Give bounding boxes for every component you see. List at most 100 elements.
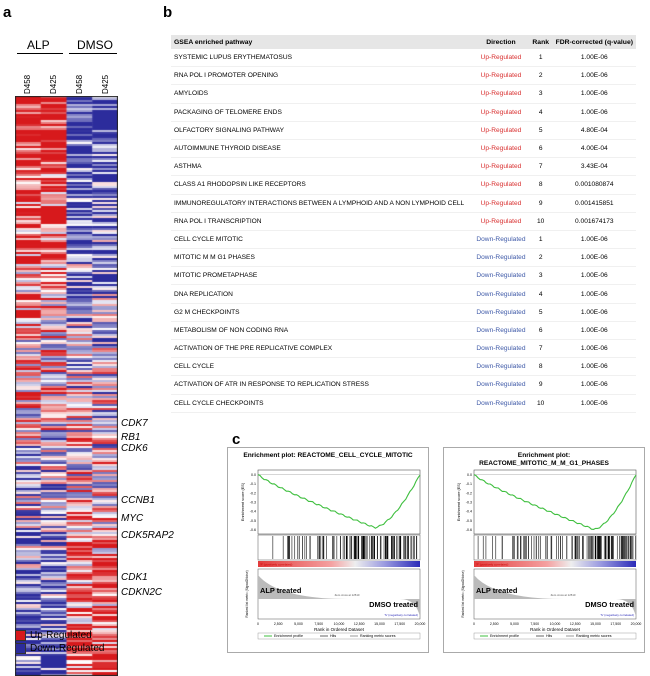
column-label: D425 [101, 74, 110, 94]
x-tick-label: 7,500 [530, 622, 539, 626]
panel-letter-c: c [232, 431, 241, 448]
pathway-cell: MITOTIC PROMETAPHASE [171, 266, 474, 286]
direction-cell: Down-Regulated [473, 248, 529, 268]
direction-cell: Up-Regulated [473, 84, 529, 104]
y-tick-label: -0.3 [466, 501, 472, 505]
negative-correlated-label: 'S' (negatively correlated) [600, 613, 634, 617]
y-axis-label: Enrichment score (ES) [241, 482, 245, 521]
up-swatch [15, 630, 26, 641]
plot-title: Enrichment plot: REACTOME_CELL_CYCLE_MIT… [243, 452, 413, 459]
rank-cell: 5 [528, 303, 553, 322]
qvalue-cell: 1.00E-06 [552, 49, 636, 68]
rank-cell: 3 [528, 84, 553, 104]
pathway-cell: ASTHMA [171, 157, 474, 177]
gene-label-cdk5rap2: CDK5RAP2 [121, 530, 174, 541]
enrichment-plot-svg: Enrichment plot: REACTOME_CELL_CYCLE_MIT… [241, 452, 426, 640]
metric-area [258, 575, 420, 617]
qvalue-cell: 1.00E-06 [552, 321, 636, 341]
rank-cell: 3 [528, 266, 553, 286]
header-pathway: GSEA enriched pathway [171, 35, 474, 49]
positive-correlated-label: 'F' (positively correlated) [260, 563, 292, 567]
x-tick-label: 15,000 [374, 622, 385, 626]
pathway-cell: DNA REPLICATION [171, 284, 474, 304]
y-tick-label: -0.4 [250, 510, 256, 514]
header-qvalue: FDR-corrected (q-value) [552, 35, 636, 49]
direction-cell: Up-Regulated [473, 157, 529, 177]
rank-cell: 4 [528, 103, 553, 122]
qvalue-cell: 0.001674173 [552, 212, 636, 231]
pathway-cell: AUTOIMMUNE THYROID DISEASE [171, 139, 474, 159]
x-tick-label: 20,000 [415, 622, 426, 626]
rank-y-axis-label: Ranked list metric (Signal2Noise) [245, 570, 249, 617]
pathway-cell: SYSTEMIC LUPUS ERYTHEMATOSUS [171, 49, 474, 68]
legend-up-label: Up-Regulated [30, 630, 92, 641]
qvalue-cell: 3.43E-04 [552, 157, 636, 177]
es-frame [473, 469, 637, 535]
y-tick-label: -0.2 [250, 491, 256, 495]
plot-title-line2: REACTOME_MITOTIC_M_M_G1_PHASES [479, 460, 609, 467]
pathway-cell: CLASS A1 RHODOPSIN LIKE RECEPTORS [171, 175, 474, 195]
qvalue-cell: 0.001080874 [552, 175, 636, 195]
direction-cell: Down-Regulated [473, 266, 529, 286]
y-tick-label: -0.1 [250, 482, 256, 486]
x-tick-label: 0 [473, 622, 475, 626]
rank-cell: 10 [528, 212, 553, 231]
plot-legend-box [257, 632, 421, 640]
legend-up: Up-Regulated [15, 630, 92, 641]
direction-cell: Down-Regulated [473, 357, 529, 377]
rank-cell: 2 [528, 248, 553, 268]
rank-cell: 8 [528, 175, 553, 195]
y-tick-label: -0.6 [250, 528, 256, 532]
direction-cell: Up-Regulated [473, 103, 529, 122]
direction-cell: Down-Regulated [473, 375, 529, 395]
x-axis-label: Rank in Ordered Dataset [530, 627, 581, 632]
table-row: ASTHMA Up-Regulated 7 3.43E-04 [171, 157, 636, 177]
rank-cell: 4 [528, 284, 553, 304]
zero-cross-label: Zero cross at 12510 [551, 593, 576, 597]
left-group-label: ALP treated [260, 586, 302, 595]
y-tick-label: -0.2 [466, 491, 472, 495]
rank-cell: 7 [528, 157, 553, 177]
pathway-cell: RNA POL I TRANSCRIPTION [171, 212, 474, 231]
metric-area [474, 575, 636, 617]
enrichment-plot-2: Enrichment plot: REACTOME_MITOTIC_M_M_G1_… [443, 447, 645, 653]
table-row: SYSTEMIC LUPUS ERYTHEMATOSUS Up-Regulated… [171, 49, 636, 68]
down-swatch [15, 643, 26, 654]
x-tick-label: 12,500 [354, 622, 365, 626]
y-tick-label: -0.3 [250, 501, 256, 505]
qvalue-cell: 1.00E-06 [552, 266, 636, 286]
pathway-cell: RNA POL I PROMOTER OPENING [171, 66, 474, 86]
y-axis-label: Enrichment score (ES) [457, 482, 461, 521]
table-row: OLFACTORY SIGNALING PATHWAY Up-Regulated 5… [171, 121, 636, 140]
gene-label-myc: MYC [121, 513, 144, 524]
qvalue-cell: 1.00E-06 [552, 394, 636, 413]
table-row: CELL CYCLE MITOTIC Down-Regulated 1 1.00E-0… [171, 230, 636, 250]
pathway-cell: CELL CYCLE CHECKPOINTS [171, 394, 474, 413]
header-rank: Rank [528, 35, 553, 49]
y-tick-label: -0.6 [466, 528, 472, 532]
y-tick-label: 0.0 [467, 473, 472, 477]
y-tick-label: 0.0 [251, 473, 256, 477]
group-bracket-alp [17, 53, 63, 54]
rank-cell: 5 [528, 121, 553, 140]
qvalue-cell: 1.00E-06 [552, 357, 636, 377]
rank-cell: 8 [528, 357, 553, 377]
direction-cell: Down-Regulated [473, 339, 529, 359]
qvalue-cell: 1.00E-06 [552, 339, 636, 359]
plot-legend-box [473, 632, 637, 640]
legend-label-metric: Ranking metric scores [576, 634, 612, 638]
table-row: AMYLOIDS Up-Regulated 3 1.00E-06 [171, 84, 636, 104]
gene-label-cdk1: CDK1 [121, 572, 148, 583]
table-row: DNA REPLICATION Down-Regulated 4 1.00E-06 [171, 284, 636, 304]
direction-cell: Up-Regulated [473, 49, 529, 68]
rank-cell: 10 [528, 394, 553, 413]
column-label: D458 [75, 74, 84, 94]
pathway-cell: CELL CYCLE [171, 357, 474, 377]
x-tick-label: 15,000 [590, 622, 601, 626]
enrichment-curve [257, 474, 421, 529]
zero-cross-label: Zero cross at 12510 [335, 593, 360, 597]
plot-title: Enrichment plot: [518, 452, 570, 459]
table-row: CELL CYCLE Down-Regulated 8 1.00E-06 [171, 357, 636, 377]
pathway-cell: G2 M CHECKPOINTS [171, 303, 474, 322]
direction-cell: Up-Regulated [473, 139, 529, 159]
